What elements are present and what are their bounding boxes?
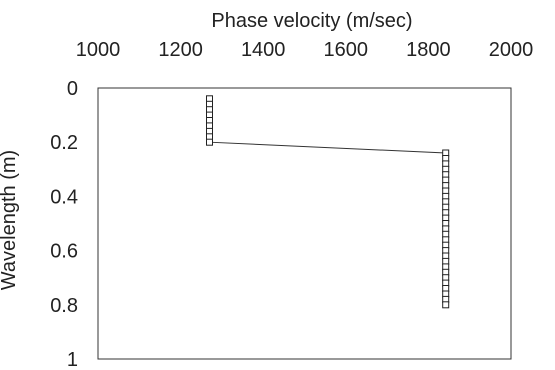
y-tick-label: 1 (67, 349, 78, 370)
y-tick-label: 0.6 (50, 241, 78, 263)
y-tick-label: 0.4 (50, 186, 78, 208)
data-point (442, 301, 450, 309)
x-tick-label: 1400 (241, 39, 286, 61)
y-tick-label: 0 (67, 78, 78, 100)
x-tick-label: 2000 (489, 39, 534, 61)
x-tick-labels: 1000 1200 1400 1600 1800 2000 (76, 39, 534, 61)
x-axis-title: Phase velocity (m/sec) (211, 10, 412, 32)
x-tick-label: 1600 (324, 39, 369, 61)
series-line (209, 98, 447, 305)
plot-frame (97, 87, 512, 360)
y-tick-label: 0.2 (50, 132, 78, 154)
data-point (206, 138, 213, 146)
x-tick-label: 1000 (76, 39, 121, 61)
y-axis-title: Wavelength (m) (0, 150, 20, 290)
y-tick-labels: 0 0.2 0.4 0.6 0.8 1 (50, 78, 78, 370)
x-tick-label: 1800 (406, 39, 451, 61)
series-markers (206, 95, 450, 309)
x-tick-label: 1200 (158, 39, 203, 61)
y-tick-label: 0.8 (50, 295, 78, 317)
